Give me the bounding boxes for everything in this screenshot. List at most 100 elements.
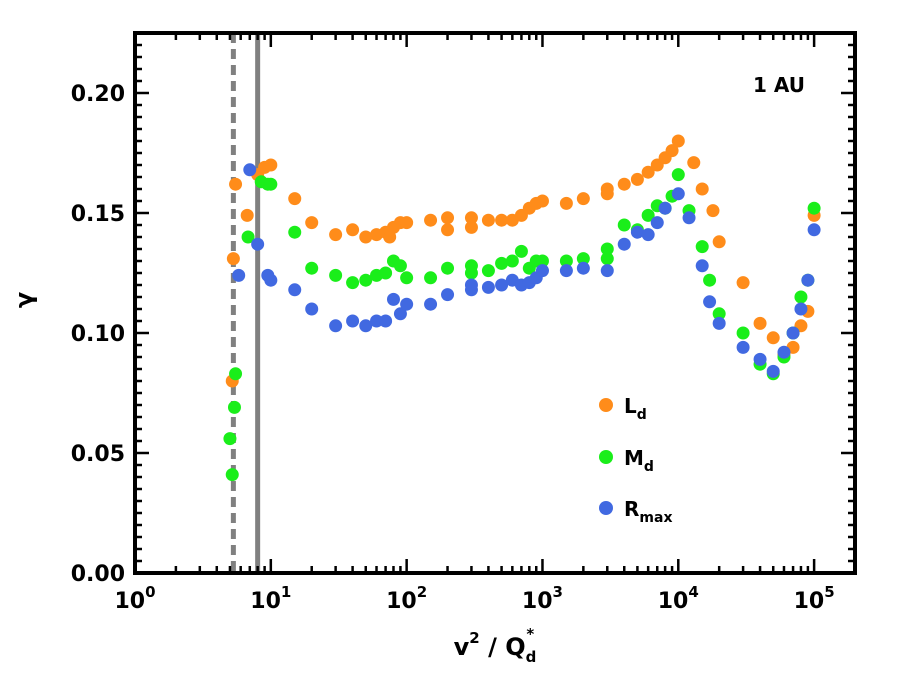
legend-marker-r (599, 501, 613, 515)
data-point (671, 168, 685, 182)
data-point (559, 254, 573, 268)
data-point (227, 400, 241, 414)
legend-label-name: M (624, 446, 644, 470)
data-point (346, 223, 360, 237)
data-point (481, 264, 495, 278)
x-tick-label: 102 (386, 583, 427, 614)
series-r-max (232, 163, 821, 378)
legend-label-sub: d (644, 459, 654, 475)
data-point (424, 297, 438, 311)
legend-label-sub: d (637, 407, 647, 423)
data-point (766, 364, 780, 378)
data-point (617, 237, 631, 251)
data-point (441, 223, 455, 237)
data-point (600, 242, 614, 256)
data-point (766, 331, 780, 345)
data-point (370, 314, 384, 328)
data-point (703, 273, 717, 287)
data-point (695, 182, 709, 196)
data-point (379, 314, 393, 328)
x-tick-label-base: 10 (386, 589, 417, 614)
data-point (359, 273, 373, 287)
data-point (305, 216, 319, 230)
y-tick-label: 0.05 (71, 442, 125, 467)
legend-label-l: Ld (624, 394, 647, 423)
data-point (794, 302, 808, 316)
y-tick-label: 0.20 (71, 82, 125, 107)
data-point (559, 264, 573, 278)
data-point (671, 134, 685, 148)
data-point (400, 271, 414, 285)
data-point (223, 432, 237, 446)
x-tick-label-exp: 1 (281, 583, 291, 601)
data-point (329, 319, 343, 333)
data-point (794, 290, 808, 304)
data-point (464, 220, 478, 234)
data-point (703, 295, 717, 309)
data-point (736, 340, 750, 354)
data-point (424, 271, 438, 285)
data-point (329, 228, 343, 242)
data-point (671, 187, 685, 201)
x-axis-title-sup: * (526, 625, 534, 643)
x-tick-label-exp: 5 (824, 583, 834, 601)
data-point (400, 297, 414, 311)
data-point (464, 259, 478, 273)
x-tick-label-base: 10 (522, 589, 553, 614)
axis-ticks (133, 31, 857, 575)
data-point (712, 316, 726, 330)
data-point (695, 259, 709, 273)
data-point (786, 326, 800, 340)
data-point (617, 218, 631, 232)
data-point (393, 307, 407, 321)
data-point (807, 223, 821, 237)
x-tick-label-exp: 4 (688, 583, 698, 601)
data-point (225, 468, 239, 482)
data-point (712, 235, 726, 249)
data-point (641, 165, 655, 179)
data-point (359, 230, 373, 244)
data-points (223, 134, 821, 482)
data-point (665, 144, 679, 158)
data-point (559, 196, 573, 210)
x-axis-title-sub: d (526, 648, 537, 666)
data-point (576, 192, 590, 206)
data-point (514, 244, 528, 258)
data-point (264, 177, 278, 191)
data-point (346, 276, 360, 290)
data-point (346, 314, 360, 328)
legend-label-name: R (624, 497, 639, 521)
data-point (305, 302, 319, 316)
legend-label-m: Md (624, 446, 654, 475)
data-point (736, 276, 750, 290)
data-point (379, 266, 393, 280)
series-l-d (225, 134, 821, 388)
data-point (600, 252, 614, 266)
data-point (576, 252, 590, 266)
data-point (801, 273, 815, 287)
data-point (505, 254, 519, 268)
data-point (658, 201, 672, 215)
data-point (288, 283, 302, 297)
data-point (535, 254, 549, 268)
data-point (393, 259, 407, 273)
data-point (241, 230, 255, 244)
data-point (400, 216, 414, 230)
data-point (424, 213, 438, 227)
data-point (441, 288, 455, 302)
x-tick-label-exp: 3 (553, 583, 563, 601)
data-point (495, 278, 509, 292)
data-point (240, 208, 254, 222)
data-point (630, 172, 644, 186)
data-point (682, 211, 696, 225)
legend-marker-m (599, 450, 613, 464)
x-tick-label-exp: 0 (145, 583, 155, 601)
data-point (481, 280, 495, 294)
annotation-location: 1 AU (753, 73, 805, 97)
legend-label-sub: max (639, 510, 672, 526)
data-point (535, 194, 549, 208)
y-tick-labels: 0.00 0.05 0.10 0.15 0.20 (71, 82, 125, 587)
data-point (226, 252, 240, 266)
x-axis-title-mid: / Q (480, 633, 526, 661)
data-point (807, 201, 821, 215)
